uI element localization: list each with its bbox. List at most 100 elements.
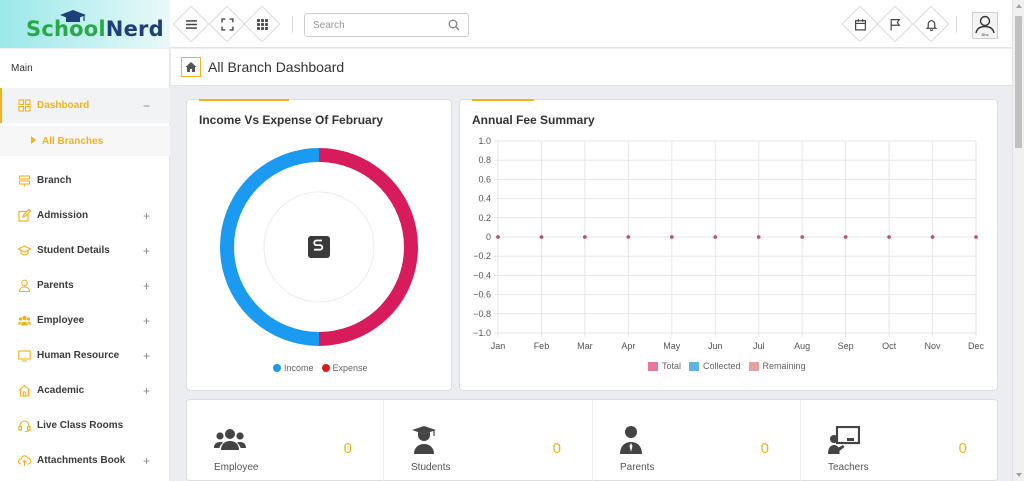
teacher-board-icon — [828, 426, 860, 454]
x-tick-label: Aug — [794, 341, 810, 351]
data-points — [496, 235, 978, 239]
expand-toggle[interactable]: + — [143, 313, 151, 328]
logo[interactable]: SchoolNerd — [0, 0, 170, 48]
expand-toggle[interactable]: + — [143, 243, 151, 258]
divider — [292, 16, 293, 33]
collapse-toggle[interactable]: − — [143, 98, 151, 113]
graduation-cap-icon — [60, 10, 86, 22]
expand-toggle[interactable]: + — [143, 348, 151, 363]
brand-icon — [313, 239, 324, 251]
data-point[interactable] — [887, 235, 891, 239]
legend-label: Remaining — [762, 361, 806, 371]
sidebar-item-live-class-rooms[interactable]: Live Class Rooms — [0, 408, 170, 443]
sidebar-item-academic[interactable]: Academic + — [0, 373, 170, 408]
users-icon — [214, 429, 246, 450]
monitor-icon — [18, 349, 31, 362]
sidebar-item-label: Parents — [37, 280, 74, 291]
sidebar-item-label: Dashboard — [37, 100, 90, 111]
home-button[interactable] — [181, 57, 201, 77]
x-tick-label: Nov — [925, 341, 942, 351]
sidebar-item-admission[interactable]: Admission + — [0, 198, 170, 233]
stat-parents[interactable]: Parents 0 — [593, 400, 801, 481]
language-button[interactable] — [882, 11, 908, 37]
sidebar-item-attachments-book[interactable]: Attachments Book + — [0, 443, 170, 478]
stat-label: Parents — [620, 462, 655, 473]
data-point[interactable] — [930, 235, 935, 239]
fullscreen-button[interactable] — [214, 11, 240, 37]
scroll-thumb[interactable] — [1015, 16, 1022, 148]
notifications-button[interactable] — [918, 11, 944, 37]
data-point[interactable] — [800, 235, 804, 239]
apps-button[interactable] — [249, 11, 275, 37]
menu-toggle-button[interactable] — [178, 11, 204, 37]
y-tick-label: −0.8 — [473, 309, 491, 319]
sidebar-item-branch[interactable]: Branch — [0, 163, 170, 198]
top-bar: SchoolNerd Bhs — [0, 0, 1012, 48]
pie-slice-expense[interactable] — [318, 148, 418, 346]
legend-swatch — [748, 361, 759, 371]
graduate-icon — [412, 426, 436, 454]
page-header: All Branch Dashboard — [171, 49, 1012, 86]
legend-label: Income — [284, 363, 314, 373]
data-point[interactable] — [670, 235, 674, 239]
data-point[interactable] — [843, 235, 848, 239]
divider — [956, 16, 957, 33]
scroll-down-arrow[interactable] — [1016, 473, 1022, 477]
stat-value: 0 — [958, 440, 967, 457]
search-input[interactable] — [313, 14, 443, 36]
data-point[interactable] — [756, 235, 761, 239]
sidebar: Main Dashboard − All Branches Branch Adm… — [0, 49, 170, 481]
legend-dot — [321, 364, 330, 372]
user-icon — [18, 279, 31, 292]
sidebar-item-student-details[interactable]: Student Details + — [0, 233, 170, 268]
data-point[interactable] — [626, 235, 631, 239]
sidebar-item-label: Academic — [37, 385, 85, 396]
data-point[interactable] — [496, 235, 500, 239]
pie-slice-income[interactable] — [220, 148, 320, 346]
legend-total[interactable]: Total — [648, 361, 681, 371]
line-legend: Total Collected Remaining — [648, 361, 814, 371]
legend-remaining[interactable]: Remaining — [748, 361, 806, 371]
stat-teachers[interactable]: Teachers 0 — [801, 400, 999, 481]
expand-toggle[interactable]: + — [143, 383, 151, 398]
sidebar-item-label: Branch — [37, 175, 72, 186]
x-tick-label: Apr — [621, 341, 635, 351]
y-tick-label: 0.8 — [478, 155, 491, 165]
x-tick-label: May — [663, 341, 681, 351]
user-avatar[interactable]: Bhs — [972, 12, 998, 39]
bell-icon — [925, 19, 937, 31]
data-point[interactable] — [539, 235, 544, 239]
sidebar-item-dashboard[interactable]: Dashboard − — [0, 88, 170, 123]
scroll-up-arrow[interactable] — [1016, 4, 1022, 8]
legend-collected[interactable]: Collected — [689, 361, 741, 371]
data-point[interactable] — [583, 235, 587, 239]
y-tick-label: −0.2 — [473, 251, 491, 261]
stat-students[interactable]: Students 0 — [384, 400, 593, 481]
sidebar-subitem-all-branches[interactable]: All Branches — [0, 126, 170, 156]
vertical-scrollbar[interactable] — [1012, 0, 1024, 481]
hamburger-icon — [185, 19, 197, 29]
x-tick-label: Feb — [534, 341, 550, 351]
divider — [592, 400, 593, 481]
sidebar-item-label: Admission — [37, 210, 89, 221]
sidebar-item-parents[interactable]: Parents + — [0, 268, 170, 303]
sidebar-item-label: Human Resource — [37, 350, 120, 361]
sidebar-item-label: Student Details — [37, 245, 110, 256]
y-tick-label: 0 — [486, 232, 491, 242]
card-accent — [472, 99, 534, 101]
calendar-button[interactable] — [847, 11, 873, 37]
sidebar-item-employee[interactable]: Employee + — [0, 303, 170, 338]
branch-icon — [18, 174, 31, 187]
search-icon[interactable] — [448, 19, 460, 31]
stat-employee[interactable]: Employee 0 — [187, 400, 384, 481]
sidebar-item-human-resource[interactable]: Human Resource + — [0, 338, 170, 373]
expand-toggle[interactable]: + — [143, 208, 151, 223]
expand-toggle[interactable]: + — [143, 278, 151, 293]
data-point[interactable] — [713, 235, 718, 239]
legend-expense[interactable]: Expense — [321, 363, 368, 373]
expand-toggle[interactable]: + — [143, 453, 151, 468]
grid-vertical — [497, 141, 977, 337]
y-tick-label: 1.0 — [478, 136, 491, 146]
legend-income[interactable]: Income — [273, 363, 314, 373]
data-point[interactable] — [974, 235, 978, 239]
